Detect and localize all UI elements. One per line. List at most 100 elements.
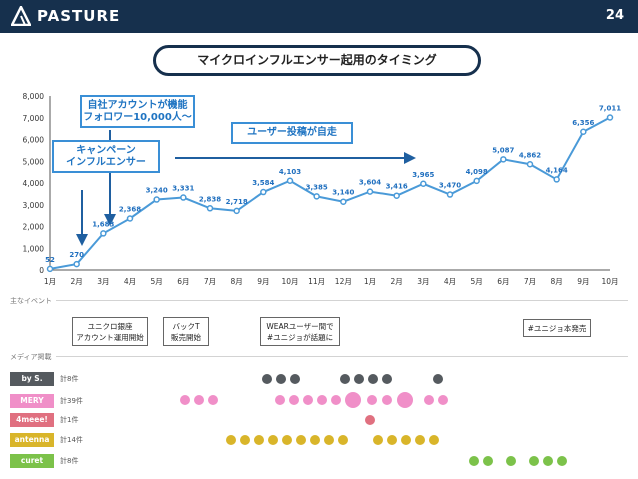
- data-label: 3,604: [359, 179, 381, 187]
- dot: [180, 395, 190, 405]
- header-bar: PASTURE 24: [0, 0, 638, 33]
- media-section-label: メディア掲載: [10, 353, 52, 361]
- y-tick-label: 3,000: [23, 201, 45, 210]
- data-label: 1,683: [92, 220, 114, 228]
- dot: [354, 374, 364, 384]
- dot: [557, 456, 567, 466]
- data-point: [420, 180, 427, 188]
- data-point: [100, 230, 107, 237]
- media-count-antenna: 計14件: [60, 436, 83, 444]
- data-point: [46, 265, 54, 273]
- x-tick-label: 3月: [97, 277, 109, 286]
- data-point: [153, 196, 160, 203]
- slide-title: マイクロインフルエンサー起用のタイミング: [153, 45, 481, 76]
- data-point: [580, 128, 587, 136]
- data-label: 3,331: [172, 185, 194, 193]
- y-tick-label: 0: [39, 266, 44, 275]
- media-badge-4meee: 4meee!: [10, 413, 54, 427]
- data-point: [473, 177, 480, 185]
- dot: [373, 435, 383, 445]
- data-label: 4,164: [546, 166, 568, 174]
- y-tick-label: 6,000: [23, 136, 45, 145]
- dot: [415, 435, 425, 445]
- data-point: [126, 215, 134, 222]
- data-point: [73, 260, 80, 268]
- data-point: [313, 193, 320, 200]
- callout-own-account: 自社アカウントが機能 フォロワー10,000人〜: [80, 95, 195, 128]
- data-point: [233, 207, 240, 215]
- x-tick-label: 6月: [177, 277, 189, 286]
- dot: [194, 395, 204, 405]
- y-tick-label: 2,000: [23, 223, 45, 232]
- chart-axes: [49, 96, 610, 271]
- dot: [338, 435, 348, 445]
- data-label: 3,416: [386, 183, 408, 191]
- x-tick-label: 10月: [601, 277, 618, 286]
- dot: [296, 435, 306, 445]
- dot: [367, 395, 377, 405]
- dot: [433, 374, 443, 384]
- dot: [469, 456, 479, 466]
- pasture-logo-icon: [11, 6, 31, 26]
- events-divider: [56, 300, 628, 301]
- data-label: 5,087: [492, 146, 514, 154]
- media-badge-antenna: antenna: [10, 433, 54, 447]
- data-label: 270: [69, 251, 84, 259]
- x-tick-label: 9月: [577, 277, 589, 286]
- dot: [483, 456, 493, 466]
- series-line: [49, 116, 611, 270]
- y-tick-label: 7,000: [23, 114, 45, 123]
- x-tick-label: 8月: [551, 277, 563, 286]
- event-book-release: #ユニジョ本発売: [523, 319, 591, 337]
- dot: [387, 435, 397, 445]
- dot: [262, 374, 272, 384]
- data-label: 52: [45, 256, 55, 264]
- x-tick-label: 7月: [204, 277, 216, 286]
- data-label: 3,385: [306, 183, 328, 191]
- dot: [289, 395, 299, 405]
- event-uniqlo-ginza: ユニクロ銀座 アカウント運用開始: [72, 317, 148, 346]
- data-label: 2,838: [199, 195, 221, 203]
- data-point: [180, 194, 187, 201]
- media-count-bys: 計8件: [60, 375, 79, 383]
- event-back-t: バックT 販売開始: [163, 317, 209, 346]
- data-label: 3,470: [439, 182, 461, 190]
- dots-bys: [262, 374, 443, 384]
- x-tick-label: 1月: [44, 277, 56, 286]
- data-point: [206, 205, 214, 212]
- y-tick-label: 8,000: [23, 92, 45, 101]
- callout-ugc: ユーザー投稿が自走: [231, 122, 353, 144]
- dot: [424, 395, 434, 405]
- dots-antenna: [226, 435, 439, 445]
- data-point: [606, 114, 614, 121]
- x-tick-label: 2月: [391, 277, 403, 286]
- dot: [429, 435, 439, 445]
- x-tick-label: 1月: [364, 277, 376, 286]
- dot: [310, 435, 320, 445]
- dot: [317, 395, 327, 405]
- x-tick-labels: 1月 2月 3月 4月 5月 6月 7月 8月 9月 10月 11月 12月 1月 2月 3月 4月 5月 6月 7…: [44, 277, 619, 286]
- data-point: [553, 176, 560, 183]
- data-label: 7,011: [599, 105, 621, 113]
- data-label: 4,862: [519, 151, 541, 159]
- data-labels: 52 270 1,683 2,368 3,240 3,331 2,838 2,718 3,584…: [45, 105, 621, 264]
- dot: [254, 435, 264, 445]
- dot: [345, 392, 361, 408]
- x-tick-label: 4月: [124, 277, 136, 286]
- data-label: 4,103: [279, 168, 301, 176]
- data-points: [46, 114, 614, 273]
- media-count-mery: 計39件: [60, 397, 83, 405]
- dots-curet: [469, 456, 567, 466]
- media-divider: [56, 356, 628, 357]
- dot: [368, 374, 378, 384]
- data-point: [340, 198, 347, 205]
- dot: [382, 374, 392, 384]
- dot: [282, 435, 292, 445]
- dot: [543, 456, 553, 466]
- dot: [331, 395, 341, 405]
- x-tick-label: 5月: [151, 277, 163, 286]
- x-tick-label: 2月: [71, 277, 83, 286]
- data-label: 3,965: [412, 171, 434, 179]
- x-tick-label: 9月: [257, 277, 269, 286]
- dot: [268, 435, 278, 445]
